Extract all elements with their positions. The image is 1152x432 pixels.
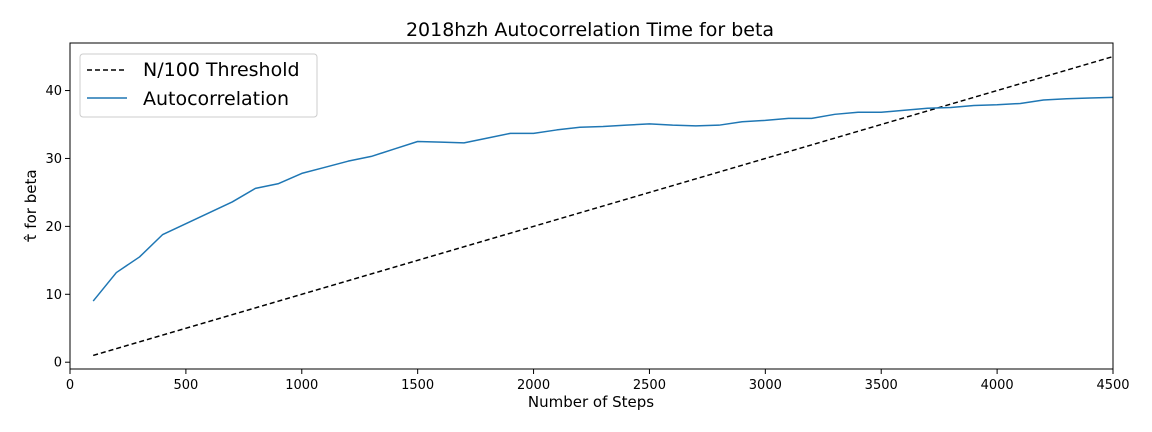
threshold-line bbox=[92, 55, 1114, 357]
y-tick-label: 20 bbox=[45, 220, 62, 235]
x-axis-label: Number of Steps bbox=[528, 393, 654, 411]
x-tick-label: 4000 bbox=[981, 378, 1014, 393]
x-tick-label: 2000 bbox=[517, 378, 550, 393]
legend-label-autocorrelation: Autocorrelation bbox=[143, 88, 289, 110]
legend-label-threshold: N/100 Threshold bbox=[143, 59, 300, 81]
y-tick-label: 10 bbox=[45, 288, 62, 303]
legend: N/100 Threshold Autocorrelation bbox=[79, 53, 318, 118]
x-tick-label: 3500 bbox=[865, 378, 898, 393]
x-tick-label: 2500 bbox=[633, 378, 666, 393]
x-tick-label: 1500 bbox=[401, 378, 434, 393]
x-tick-label: 3000 bbox=[749, 378, 782, 393]
chart-title: 2018hzh Autocorrelation Time for beta bbox=[406, 19, 774, 41]
plot-frame bbox=[69, 42, 1114, 370]
y-tick-label: 30 bbox=[45, 152, 62, 167]
x-tick-label: 1000 bbox=[285, 378, 318, 393]
x-tick-label: 4500 bbox=[1096, 378, 1129, 393]
legend-box bbox=[79, 53, 318, 118]
x-tick-label: 500 bbox=[173, 378, 198, 393]
y-tick-label: 0 bbox=[54, 356, 62, 371]
y-axis-label: τ̂ for beta bbox=[22, 169, 40, 242]
y-tick-label: 40 bbox=[45, 84, 62, 99]
x-tick-label: 0 bbox=[66, 378, 74, 393]
autocorrelation-line bbox=[92, 96, 1114, 302]
